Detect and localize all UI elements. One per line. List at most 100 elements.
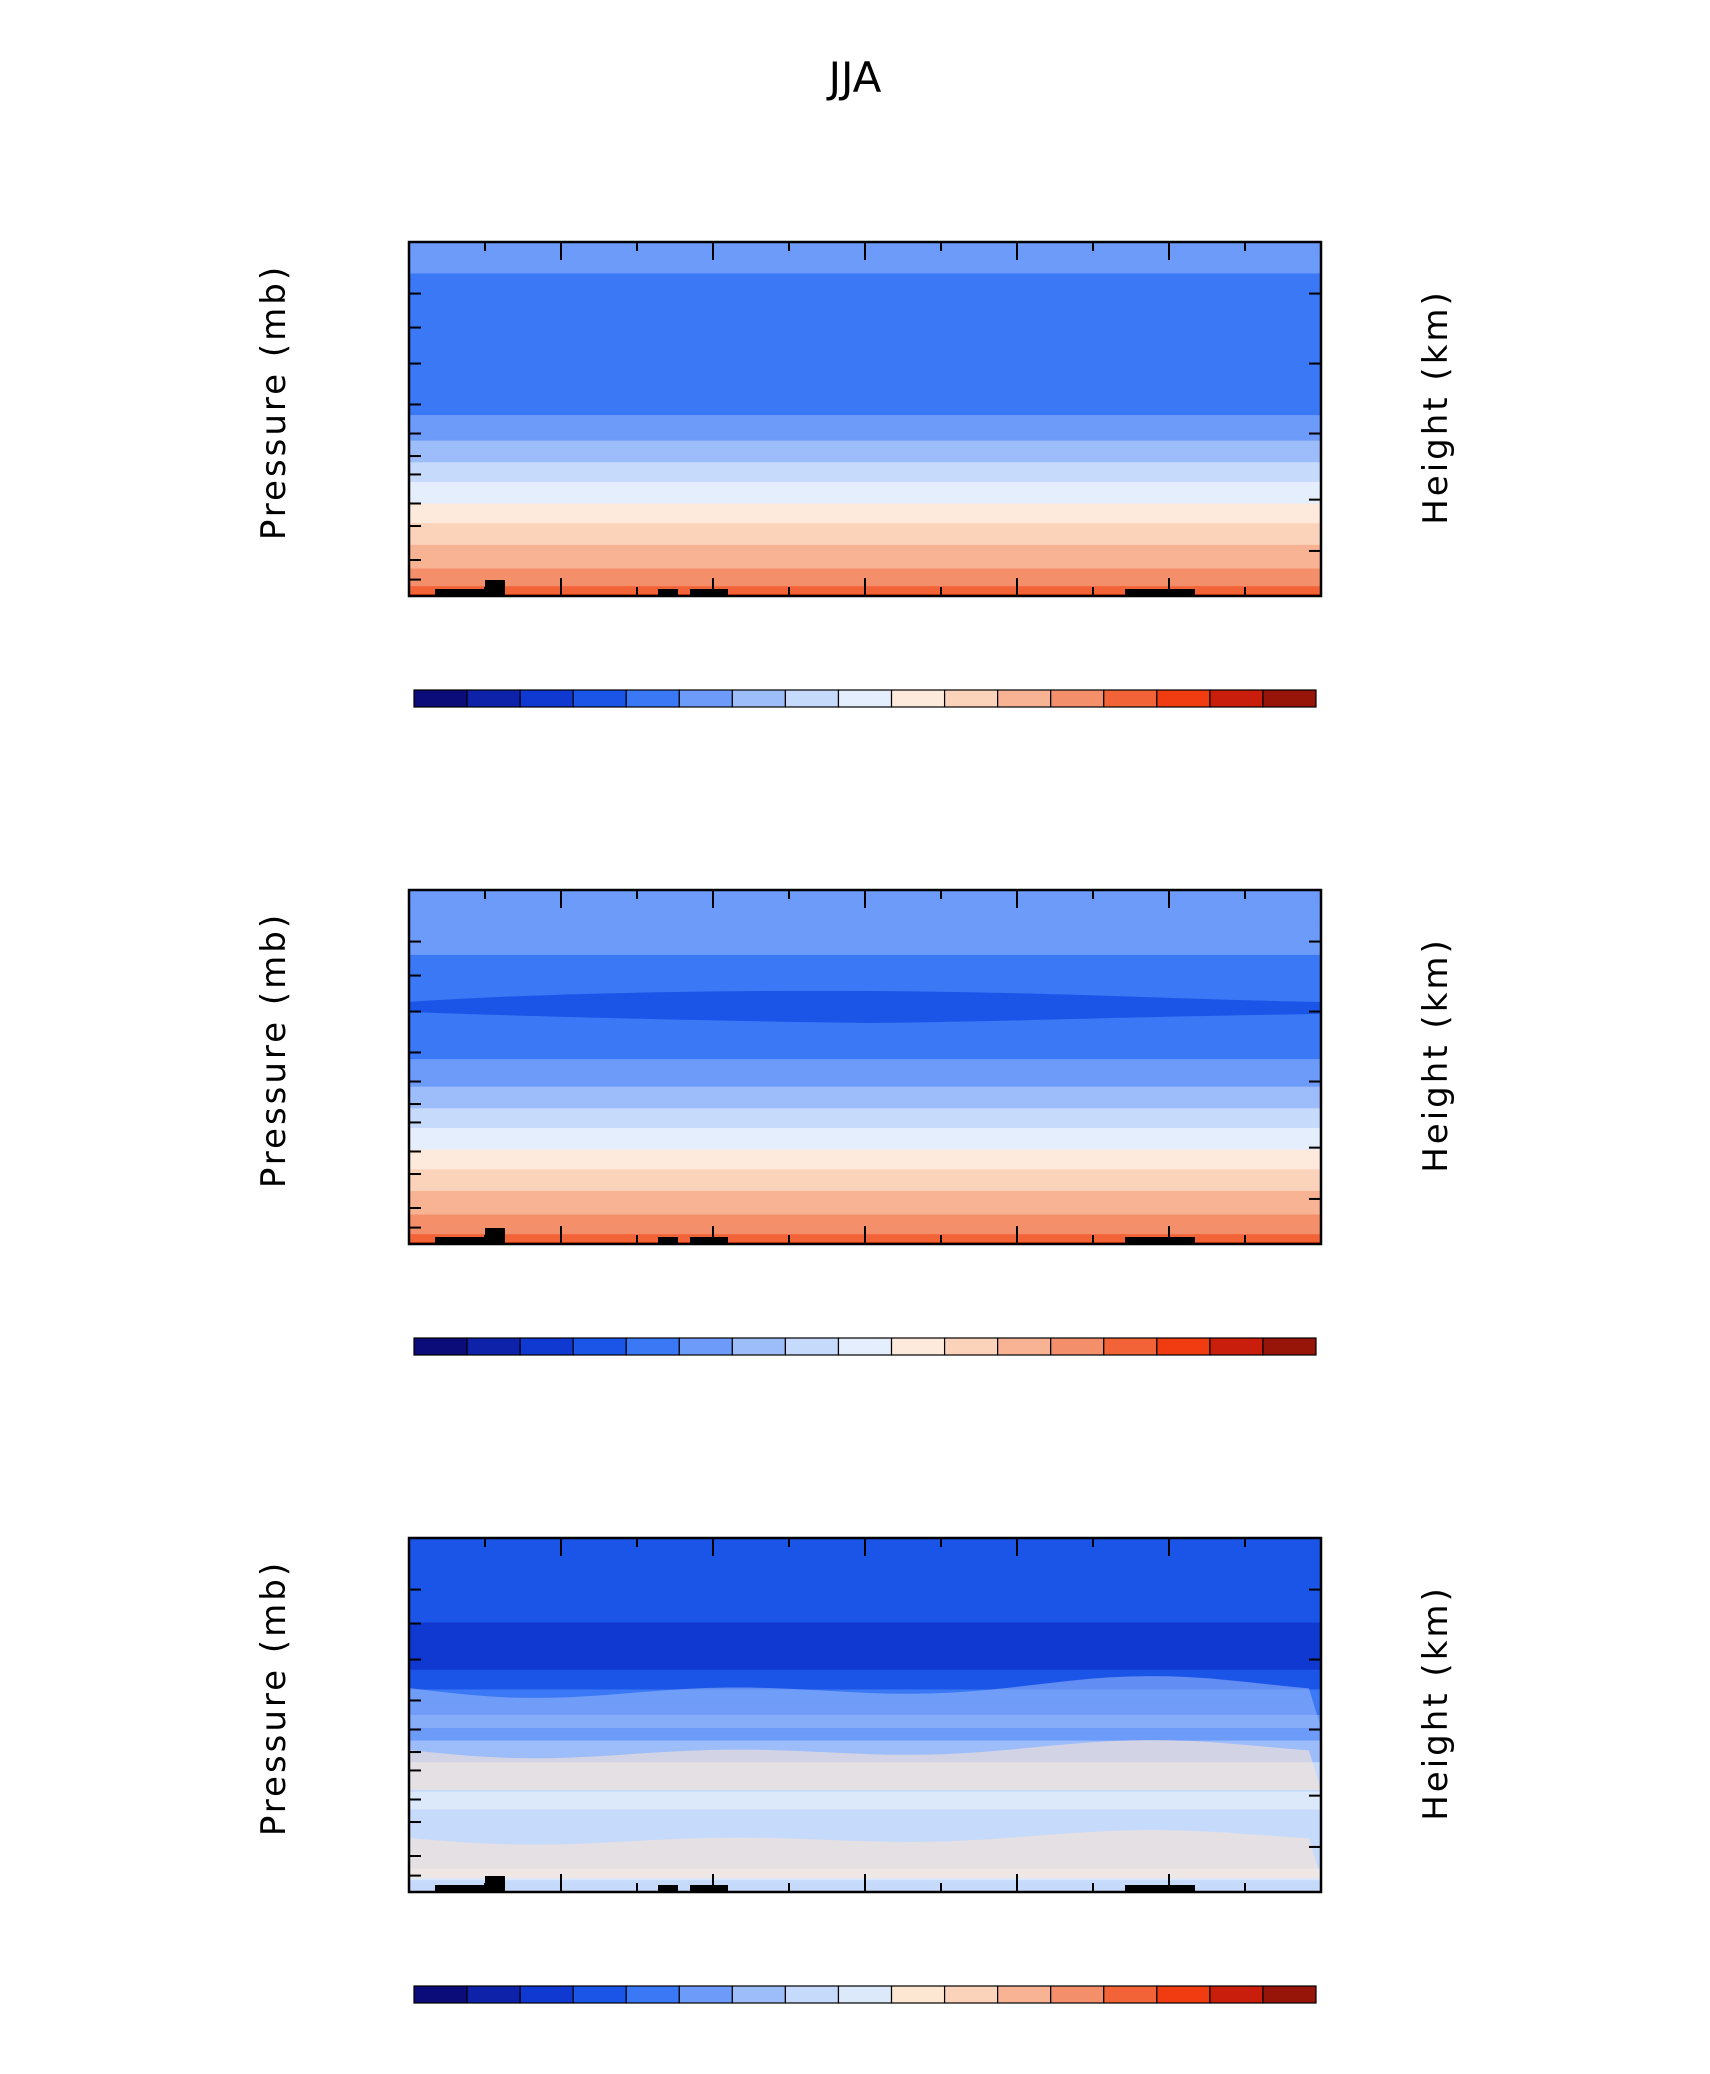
contour-band [409, 291, 1321, 294]
contour-band [409, 1137, 1321, 1141]
contour-band [409, 322, 1321, 326]
contour-band [409, 1632, 1321, 1635]
colorbar-box [1209, 1985, 1264, 2004]
contour-band [409, 986, 1321, 989]
contour-band [409, 1167, 1321, 1170]
contour-band [409, 1120, 1321, 1123]
contour-band [409, 974, 1321, 978]
colorbar [413, 689, 1317, 708]
contour-band [409, 344, 1321, 347]
contour-band [409, 1789, 1321, 1793]
contour-band [409, 1663, 1321, 1667]
contour-band [409, 1602, 1321, 1606]
contour-band [409, 334, 1321, 337]
contour-band [409, 1094, 1321, 1098]
contour-band [409, 560, 1321, 564]
contour-band [409, 507, 1321, 511]
contour-band [409, 576, 1321, 579]
contour-band [409, 363, 1321, 367]
contour-band [409, 1640, 1321, 1643]
colorbar-box [1156, 689, 1211, 708]
y-right-axis-title: Height (km) [1416, 937, 1456, 1173]
contour-band [409, 476, 1321, 479]
colorbar-box [1050, 1337, 1105, 1356]
contour-band [409, 1084, 1321, 1088]
contour-band [409, 428, 1321, 432]
contour-band [409, 302, 1321, 306]
contour-band [409, 452, 1321, 455]
contour-band [409, 505, 1321, 509]
contour-band [409, 558, 1321, 562]
colorbar-box [1103, 1985, 1158, 2004]
contour-band [409, 1143, 1321, 1147]
topography [1125, 589, 1195, 596]
contour-band [409, 434, 1321, 438]
contour-band [409, 360, 1321, 363]
contour-band [409, 393, 1321, 396]
contour-band [409, 389, 1321, 393]
contour-band [409, 385, 1321, 389]
y-right-axis-title: Height (km) [1416, 289, 1456, 525]
contour-band [409, 350, 1321, 353]
contour-band [409, 1204, 1321, 1208]
contour-band [409, 401, 1321, 404]
contour-band [409, 371, 1321, 375]
contour-band [409, 1031, 1321, 1035]
contour-band [409, 1181, 1321, 1184]
contour-band [409, 271, 1321, 275]
colorbar-box [466, 689, 521, 708]
contour-band [409, 956, 1321, 960]
contour-band [409, 511, 1321, 514]
contour-band [409, 515, 1321, 518]
contour-band [409, 1738, 1321, 1742]
contour-band [409, 1179, 1321, 1182]
contour-band [409, 318, 1321, 322]
contour-band [409, 483, 1321, 487]
contour-band [409, 405, 1321, 408]
topography [1125, 1237, 1195, 1244]
colorbar-box [784, 689, 840, 708]
contour-band [409, 367, 1321, 371]
contour-band [409, 1600, 1321, 1604]
contour-band [409, 1636, 1321, 1639]
contour-band [409, 1080, 1321, 1084]
contour-band [409, 1055, 1321, 1058]
contour-band [409, 293, 1321, 296]
contour-band [409, 1133, 1321, 1137]
contour-band [409, 1186, 1321, 1190]
contour-band [409, 304, 1321, 308]
contour-band [409, 1815, 1321, 1818]
contour-band [409, 493, 1321, 497]
colorbar-box [413, 689, 468, 708]
colorbar-box [1262, 1985, 1317, 2004]
contour-band [409, 1657, 1321, 1661]
contour-band [409, 927, 1321, 930]
contour-band [409, 1571, 1321, 1574]
contour-band [409, 1797, 1321, 1801]
contour-band [409, 1127, 1321, 1131]
contour-band [409, 1222, 1321, 1225]
contour-band [409, 485, 1321, 489]
colorbar-box [625, 1337, 680, 1356]
colorbar-box [1262, 1337, 1317, 1356]
contour-band [409, 949, 1321, 952]
contour-band [409, 1149, 1321, 1153]
colorbar-box [1209, 689, 1264, 708]
contour-band [409, 1614, 1321, 1618]
contour-band [409, 1630, 1321, 1633]
contour-band [409, 1673, 1321, 1677]
contour-band [409, 966, 1321, 970]
contour-band [409, 1595, 1321, 1598]
contour-band [409, 950, 1321, 954]
contour-band [409, 1811, 1321, 1814]
contour-band [409, 1141, 1321, 1145]
contour-band [409, 517, 1321, 520]
contour-band [409, 1817, 1321, 1820]
contour-band [409, 943, 1321, 946]
colorbar-box [519, 1337, 574, 1356]
contour-band [409, 1106, 1321, 1109]
contour-band [409, 1744, 1321, 1748]
contour-band [409, 314, 1321, 318]
contour-band [409, 1825, 1321, 1828]
contour-band [409, 1129, 1321, 1133]
